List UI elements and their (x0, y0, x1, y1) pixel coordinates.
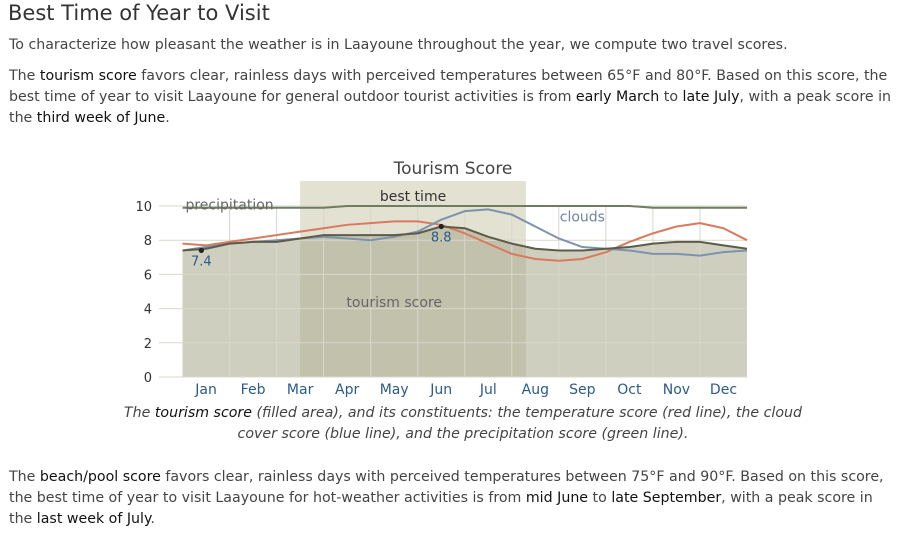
text-segment: The (9, 469, 40, 485)
score-value-label: 7.4 (191, 254, 212, 269)
text-segment: favors clear, rainless days with perceiv… (9, 469, 884, 506)
beach-end-date: late September (611, 490, 722, 506)
beach-peak-date: last week of July (36, 511, 151, 527)
x-tick-label: Jan (194, 382, 217, 398)
x-tick-label: Mar (287, 382, 314, 398)
text-segment: . (165, 110, 170, 126)
caption-term: tourism score (154, 405, 252, 421)
tourism-score-chart: best time Tourism Score 0 2 4 6 8 10 Jan Feb Mar Ap… (135, 159, 748, 398)
tourism-paragraph: The tourism score favors clear, rainless… (9, 66, 899, 129)
x-tick-label: Nov (663, 382, 690, 398)
section-title: Best Time of Year to Visit (8, 1, 270, 25)
intro-paragraph: To characterize how pleasant the weather… (9, 37, 788, 53)
x-tick-label: Feb (241, 382, 266, 398)
text-segment: . (150, 511, 155, 527)
x-tick-label: Oct (617, 382, 642, 398)
chart-title: Tourism Score (393, 159, 513, 179)
series-annotation: clouds (560, 209, 605, 225)
y-tick-label: 10 (135, 200, 152, 215)
text-segment: to (588, 490, 612, 506)
tourism-peak-date: third week of June (36, 110, 166, 126)
text-segment: , with a peak score in the (9, 89, 892, 126)
beach-paragraph: The beach/pool score favors clear, rainl… (9, 467, 899, 530)
tourism-end-date: late July (682, 89, 740, 105)
y-tick-label: 8 (144, 234, 152, 249)
series-annotation: tourism score (346, 295, 442, 311)
text-segment: The (9, 68, 40, 84)
tourism-start-date: early March (575, 89, 660, 105)
text-segment: to (659, 89, 683, 105)
x-tick-label: Apr (335, 382, 359, 398)
beach-score-term: beach/pool score (39, 469, 161, 485)
precipitation-line (182, 205, 747, 209)
score-marker (438, 223, 444, 230)
score-value-label: 8.8 (431, 231, 452, 246)
text-segment: The (123, 405, 155, 421)
x-tick-label: Jun (429, 382, 452, 398)
x-tick-label: May (380, 382, 409, 398)
x-tick-label: Aug (522, 382, 549, 398)
series-annotation: precipitation (185, 197, 273, 213)
temperature-line (182, 220, 748, 262)
y-tick-label: 4 (144, 303, 152, 318)
score-marker (198, 247, 204, 254)
beach-start-date: mid June (525, 490, 589, 506)
text-segment: favors clear, rainless days with perceiv… (9, 68, 888, 105)
x-tick-label: Sep (569, 382, 596, 398)
x-tick-label: Jul (479, 382, 497, 398)
y-tick-label: 0 (144, 371, 152, 386)
chart-caption: The tourism score (filled area), and its… (120, 403, 806, 445)
tourism-score-line (182, 225, 748, 252)
text-segment: , with a peak score in the (9, 490, 873, 527)
clouds-line (182, 208, 748, 257)
tourism-score-term: tourism score (39, 68, 137, 84)
y-tick-label: 6 (144, 268, 152, 283)
x-tick-label: Dec (710, 382, 737, 398)
text-segment: (filled area), and its constituents: the… (237, 405, 803, 442)
y-tick-label: 2 (144, 337, 152, 352)
best-time-label: best time (380, 189, 446, 205)
